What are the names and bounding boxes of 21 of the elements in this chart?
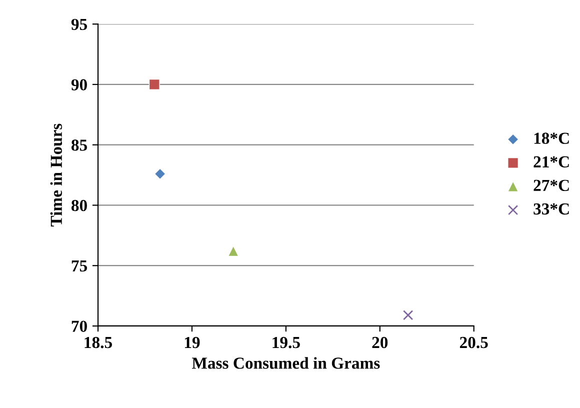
x-tick-label: 20.5: [460, 336, 488, 348]
x-tick-label: 20: [372, 336, 388, 348]
y-tick-label: 95: [71, 18, 87, 30]
legend-label: 18*C: [534, 132, 569, 144]
x-tick-label: 19: [184, 336, 200, 348]
legend-label: 27*C: [534, 180, 569, 192]
point: [154, 168, 166, 180]
y-tick-label: 85: [71, 140, 87, 151]
y-tick-label: 75: [72, 260, 87, 272]
y-axis-title: Time in Hours: [50, 124, 62, 226]
legend-label: 21*C: [534, 156, 569, 168]
legend-label: 33*C: [534, 203, 569, 215]
x-tick-label: 19.5: [272, 336, 300, 348]
x-axis-title: Mass Consumed in Grams: [192, 357, 380, 369]
y-tick-label: 80: [71, 200, 87, 212]
point: [403, 310, 414, 320]
point: [148, 78, 160, 90]
y-tick-label: 90: [71, 79, 87, 90]
x-tick-label: 18.5: [84, 336, 112, 348]
y-tick-label: 70: [72, 320, 87, 332]
point: [228, 246, 239, 257]
